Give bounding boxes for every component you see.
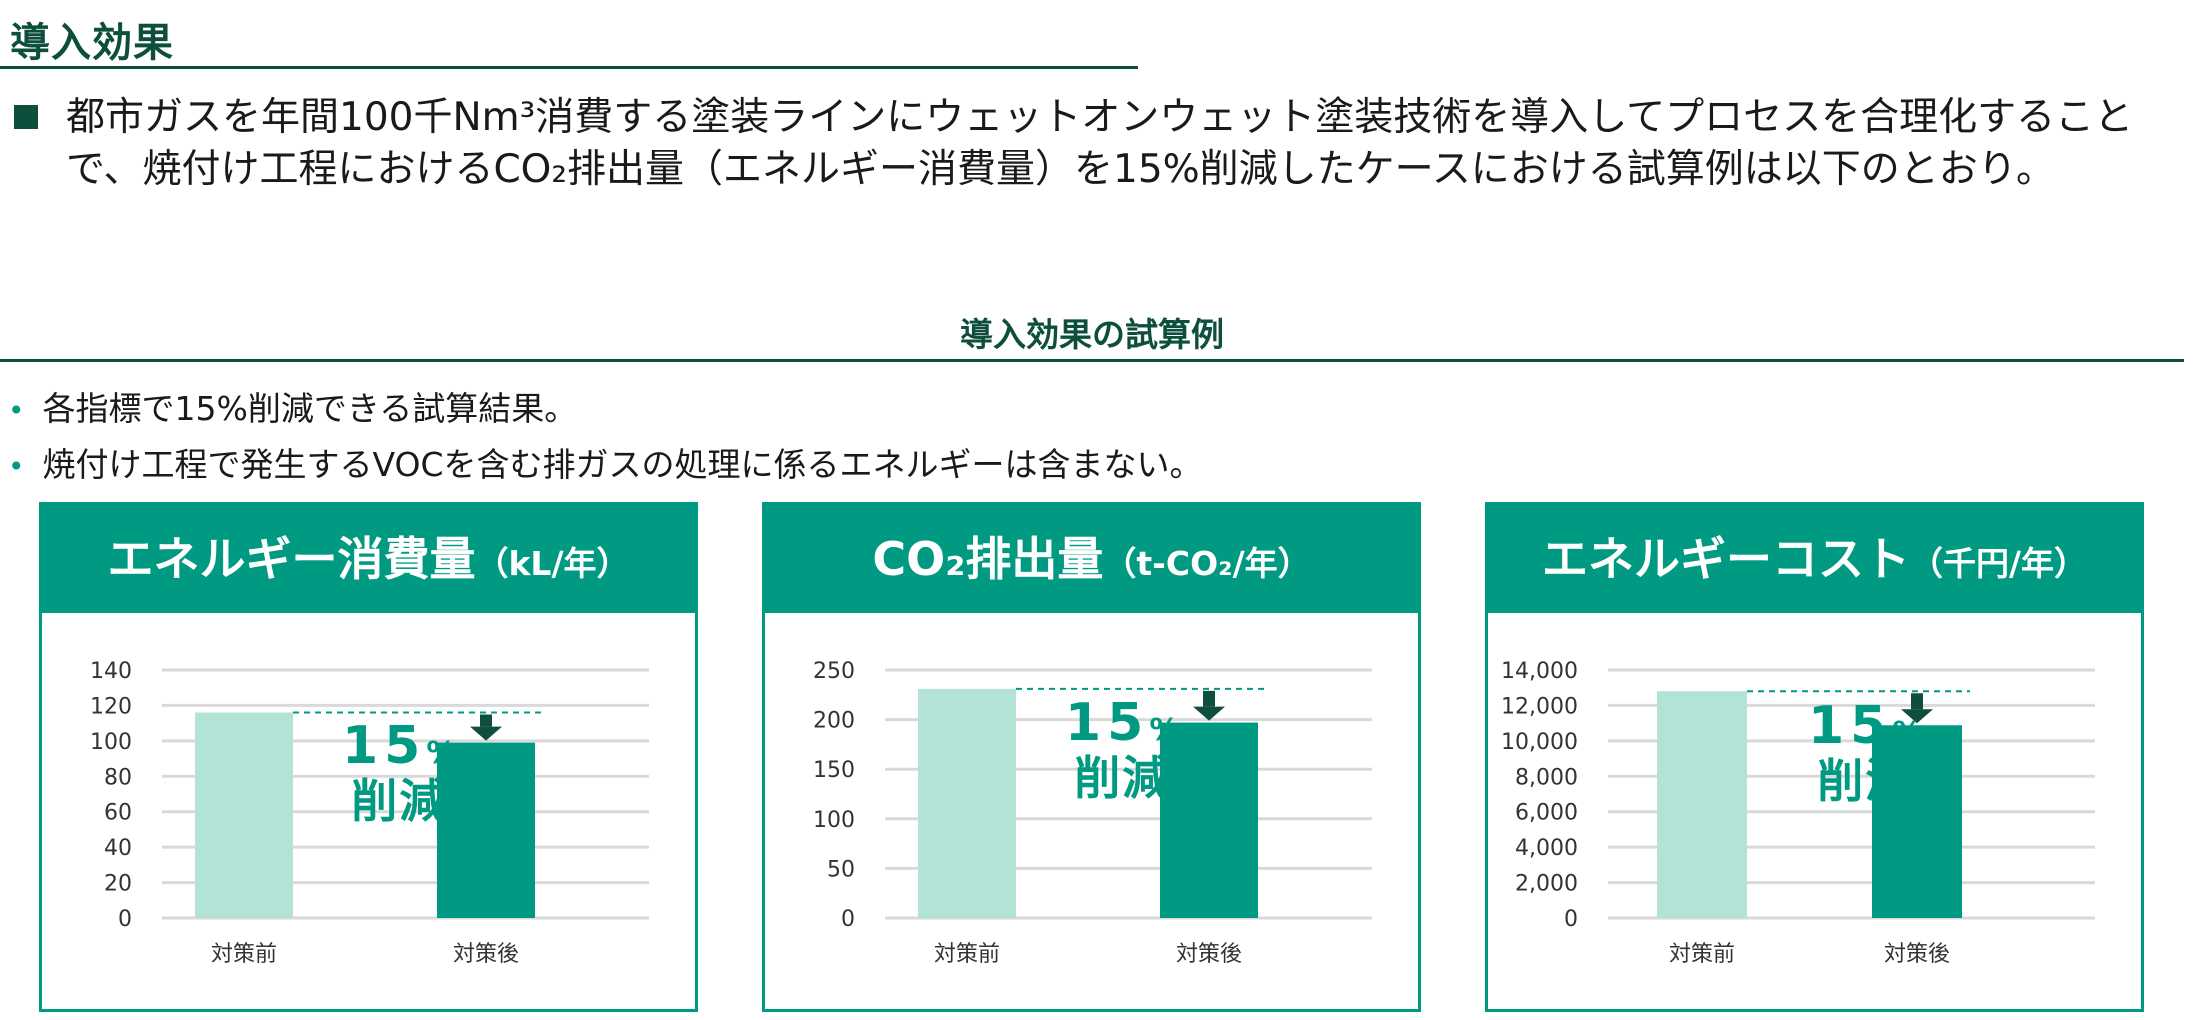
reduction-label: 削減 [1817,754,1914,808]
reduction-annotation: 15% 削減 [1065,697,1179,801]
y-tick-label: 100 [813,808,855,833]
y-tick-label: 8,000 [1515,765,1578,790]
reduction-value: 15 [1808,696,1893,756]
reduction-label: 削減 [351,774,448,828]
bar-chart-co2: 0 50 100 150 200 250 対策前 対策後 [813,659,1372,967]
bullet-text: 各指標で15%削減できる試算結果。 [42,389,578,428]
y-tick-label: 40 [104,836,132,861]
chart-title-text: エネルギーコスト [1541,532,1910,586]
bar-before [1657,691,1747,918]
bullet-dot-icon: • [8,450,25,483]
y-tick-label: 140 [90,659,132,684]
chart-panel-co2: CO₂排出量（t-CO₂/年） 0 50 100 150 200 250 対策前 対策後 15… [762,502,1421,1012]
reduction-annotation: 15% 削減 [342,720,456,824]
chart-unit: （千円/年） [1909,544,2088,583]
arrow-shaft [1203,690,1215,707]
down-arrow-icon [470,726,502,741]
reduction-value: 15 [342,716,427,776]
chart-title: エネルギー消費量（kL/年） [42,505,695,613]
y-tick-label: 12,000 [1501,694,1578,719]
reduction-label: 削減 [1074,751,1171,805]
bar-after [1160,722,1258,918]
y-tick-label: 120 [90,694,132,719]
y-tick-label: 0 [118,907,132,932]
chart-title-text: CO₂排出量 [872,532,1104,586]
y-tick-label: 250 [813,659,855,684]
reduction-annotation: 15% 削減 [1808,700,1922,804]
y-tick-label: 20 [104,872,132,897]
x-tick-label: 対策前 [934,942,1000,967]
chart-title-text: エネルギー消費量 [107,532,476,586]
page-title: 導入効果 [10,20,174,66]
y-tick-label: 14,000 [1501,659,1578,684]
bar-before [195,712,293,918]
y-tick-label: 0 [841,907,855,932]
y-tick-label: 50 [827,857,855,882]
reduction-value: 15 [1065,693,1150,753]
bullet-list: • 各指標で15%削減できる試算結果。 • 焼付け工程で発生するVOCを含む排ガスの… [8,382,1203,494]
list-item: • 各指標で15%削減できる試算結果。 [8,382,1203,438]
y-tick-label: 10,000 [1501,730,1578,755]
x-tick-label: 対策後 [1176,942,1242,967]
bullet-text: 焼付け工程で発生するVOCを含む排ガスの処理に係るエネルギーは含まない。 [42,445,1203,484]
x-tick-label: 対策後 [453,942,519,967]
arrow-shaft [1911,693,1923,710]
x-tick-label: 対策前 [1669,942,1735,967]
y-tick-label: 4,000 [1515,836,1578,861]
bullet-dot-icon: • [8,394,25,427]
chart-unit: （t-CO₂/年） [1103,544,1311,583]
chart-title: CO₂排出量（t-CO₂/年） [765,505,1418,613]
square-bullet-icon [14,105,38,129]
x-tick-label: 対策後 [1884,942,1950,967]
bar-before [918,688,1016,918]
down-arrow-icon [1193,706,1225,721]
title-divider [0,66,1138,69]
y-tick-label: 200 [813,709,855,734]
y-tick-label: 60 [104,801,132,826]
down-arrow-icon [1901,709,1933,724]
y-tick-label: 6,000 [1515,801,1578,826]
lead-paragraph: 都市ガスを年間100千Nm³消費する塗装ラインにウェットオンウェット塗装技術を導… [10,92,2180,196]
y-tick-label: 150 [813,758,855,783]
section-heading: 導入効果の試算例 [960,315,1224,354]
arrow-shaft [480,714,492,727]
y-tick-label: 2,000 [1515,872,1578,897]
chart-unit: （kL/年） [475,544,630,583]
chart-panel-cost: エネルギーコスト（千円/年） 0 2,000 4,000 6,000 8,000 10,0… [1485,502,2144,1012]
reduction-unit: % [1149,713,1180,748]
y-tick-label: 80 [104,765,132,790]
bar-chart-energy: 0 20 40 60 80 100 120 140 対策前 対策後 [90,659,649,967]
chart-panel-energy: エネルギー消費量（kL/年） 0 20 40 60 80 100 120 140 対策前 対策後 … [39,502,698,1012]
chart-title: エネルギーコスト（千円/年） [1488,505,2141,613]
section-divider [0,359,2184,362]
x-tick-label: 対策前 [211,942,277,967]
bar-after [1872,725,1962,918]
reduction-unit: % [426,736,457,771]
bar-chart-cost: 0 2,000 4,000 6,000 8,000 10,000 12,000 14,000 対… [1501,659,2095,967]
y-tick-label: 100 [90,730,132,755]
reduction-unit: % [1892,716,1923,751]
bar-after [437,742,535,918]
y-tick-label: 0 [1564,907,1578,932]
lead-text: 都市ガスを年間100千Nm³消費する塗装ラインにウェットオンウェット塗装技術を導… [66,95,2134,192]
list-item: • 焼付け工程で発生するVOCを含む排ガスの処理に係るエネルギーは含まない。 [8,438,1203,494]
